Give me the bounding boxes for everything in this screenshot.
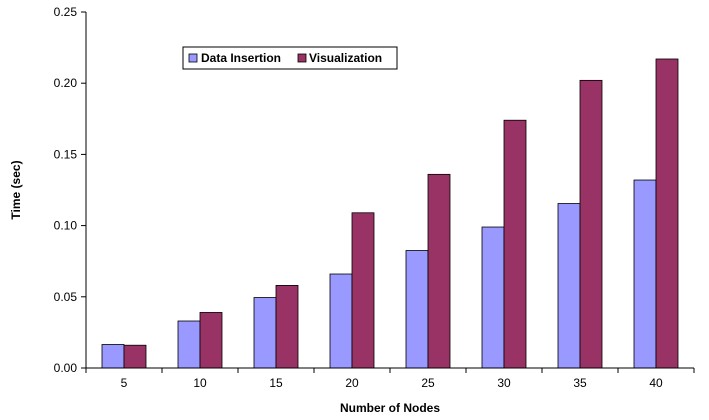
- y-tick-label: 0.15: [54, 147, 78, 161]
- y-tick-label: 0.05: [54, 290, 78, 304]
- y-tick-label: 0.10: [54, 219, 78, 233]
- x-axis-title: Number of Nodes: [340, 401, 440, 415]
- bar-visualization-35: [579, 79, 603, 369]
- legend-swatch-data-insertion: [188, 53, 198, 63]
- legend: Data Insertion Visualization: [182, 46, 398, 70]
- x-tick-label: 10: [193, 376, 207, 390]
- x-tick-label: 35: [573, 376, 587, 390]
- x-tick-label: 20: [345, 376, 359, 390]
- bar-visualization-15: [275, 285, 299, 369]
- x-tick-label: 30: [497, 376, 511, 390]
- bar-visualization-40: [655, 58, 679, 369]
- x-ticks-group: 5 10 15 20 25 30 35 40: [85, 368, 695, 390]
- bar-visualization-20: [351, 212, 375, 369]
- x-tick-label: 5: [121, 376, 128, 390]
- bar-visualization-10: [199, 312, 223, 369]
- bar-visualization-30: [503, 119, 527, 369]
- bar-data-insertion-35: [557, 203, 581, 369]
- bar-data-insertion-30: [481, 226, 505, 369]
- bar-data-insertion-25: [405, 250, 429, 369]
- y-ticks-group: 0.00 0.05 0.10 0.15 0.20 0.25: [54, 5, 86, 375]
- bar-data-insertion-20: [329, 273, 353, 369]
- x-tick-label: 40: [649, 376, 663, 390]
- y-tick-label: 0.00: [54, 361, 78, 375]
- x-tick-label: 25: [421, 376, 435, 390]
- legend-label-data-insertion: Data Insertion: [201, 51, 281, 65]
- x-tick-label: 15: [269, 376, 283, 390]
- legend-label-visualization: Visualization: [309, 51, 382, 65]
- bar-data-insertion-10: [177, 320, 201, 369]
- y-tick-label: 0.25: [54, 5, 78, 19]
- bar-data-insertion-40: [633, 179, 657, 369]
- bar-visualization-5: [123, 344, 147, 369]
- y-tick-label: 0.20: [54, 76, 78, 90]
- bar-visualization-25: [427, 173, 451, 369]
- legend-swatch-visualization: [297, 53, 307, 63]
- bars-group: [101, 58, 679, 369]
- bar-data-insertion-15: [253, 297, 277, 369]
- y-axis-title: Time (sec): [9, 160, 23, 219]
- bar-data-insertion-5: [101, 344, 125, 369]
- legend-box: [182, 46, 398, 70]
